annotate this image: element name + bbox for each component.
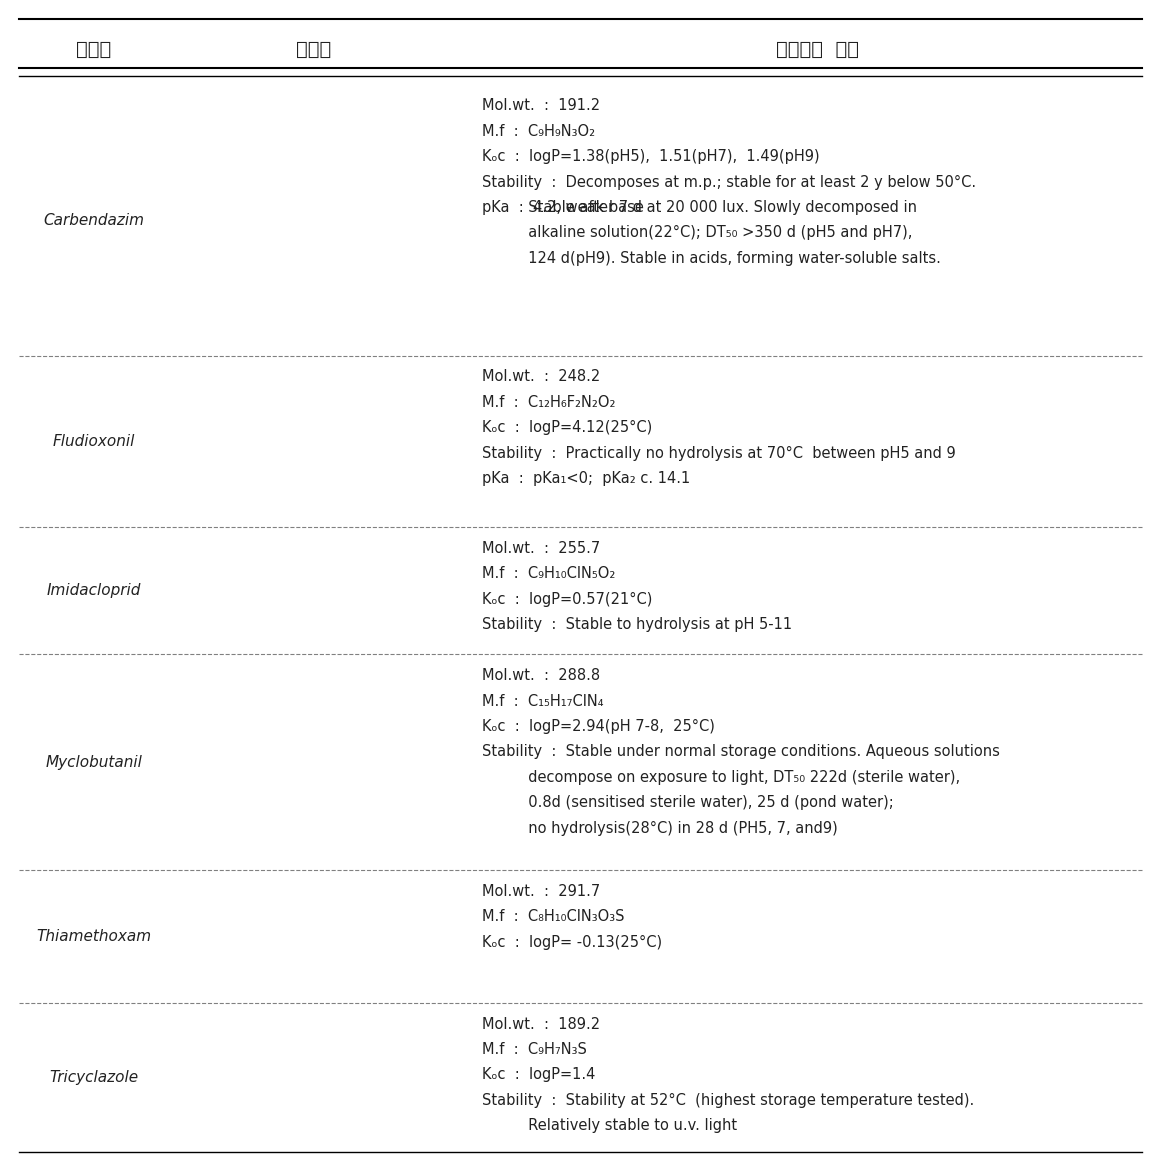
Text: Mol.wt.  :  288.8: Mol.wt. : 288.8 — [482, 668, 600, 683]
Text: 농약명: 농약명 — [77, 40, 111, 59]
Text: decompose on exposure to light, DT₅₀ 222d (sterile water),: decompose on exposure to light, DT₅₀ 222… — [482, 769, 960, 784]
Text: pKa  :  4.2, weak base: pKa : 4.2, weak base — [482, 200, 644, 215]
Text: M.f  :  C₉H₇N₃S: M.f : C₉H₇N₃S — [482, 1042, 587, 1057]
Text: Kₒᴄ  :  logP=1.4: Kₒᴄ : logP=1.4 — [482, 1068, 596, 1083]
Text: Mol.wt.  :  248.2: Mol.wt. : 248.2 — [482, 369, 600, 384]
Text: pKa  :  pKa₁<0;  pKa₂ c. 14.1: pKa : pKa₁<0; pKa₂ c. 14.1 — [482, 471, 691, 486]
Text: Mol.wt.  :  291.7: Mol.wt. : 291.7 — [482, 884, 600, 899]
Text: M.f  :  C₁₅H₁₇ClN₄: M.f : C₁₅H₁₇ClN₄ — [482, 693, 604, 708]
Text: Imidacloprid: Imidacloprid — [46, 583, 142, 598]
Text: Stability  :  Decomposes at m.p.; stable for at least 2 y below 50°C.: Stability : Decomposes at m.p.; stable f… — [482, 175, 976, 190]
Text: M.f  :  C₈H₁₀ClN₃O₃S: M.f : C₈H₁₀ClN₃O₃S — [482, 909, 625, 924]
Text: 124 d(pH9). Stable in acids, forming water-soluble salts.: 124 d(pH9). Stable in acids, forming wat… — [482, 251, 940, 266]
Text: Stability  :  Stability at 52°C  (highest storage temperature tested).: Stability : Stability at 52°C (highest s… — [482, 1093, 974, 1108]
Text: Mol.wt.  :  255.7: Mol.wt. : 255.7 — [482, 540, 600, 555]
Text: M.f  :  C₉H₉N₃O₂: M.f : C₉H₉N₃O₂ — [482, 124, 596, 139]
Text: Stability  :  Practically no hydrolysis at 70°C  between pH5 and 9: Stability : Practically no hydrolysis at… — [482, 445, 956, 460]
Text: alkaline solution(22°C); DT₅₀ >350 d (pH5 and pH7),: alkaline solution(22°C); DT₅₀ >350 d (pH… — [482, 226, 913, 241]
Text: Stable after 7 d at 20 000 lux. Slowly decomposed in: Stable after 7 d at 20 000 lux. Slowly d… — [482, 200, 917, 215]
Text: Stability  :  Stable under normal storage conditions. Aqueous solutions: Stability : Stable under normal storage … — [482, 744, 1000, 759]
Text: Kₒᴄ  :  logP= -0.13(25°C): Kₒᴄ : logP= -0.13(25°C) — [482, 935, 662, 950]
Text: Kₒᴄ  :  logP=4.12(25°C): Kₒᴄ : logP=4.12(25°C) — [482, 420, 652, 435]
Text: Stability  :  Stable to hydrolysis at pH 5-11: Stability : Stable to hydrolysis at pH 5… — [482, 617, 792, 632]
Text: Relatively stable to u.v. light: Relatively stable to u.v. light — [482, 1118, 737, 1133]
Text: Fludioxonil: Fludioxonil — [53, 434, 135, 449]
Text: Thiamethoxam: Thiamethoxam — [36, 929, 152, 944]
Text: 구조식: 구조식 — [296, 40, 332, 59]
Text: M.f  :  C₉H₁₀ClN₅O₂: M.f : C₉H₁₀ClN₅O₂ — [482, 566, 615, 581]
Text: Kₒᴄ  :  logP=0.57(21°C): Kₒᴄ : logP=0.57(21°C) — [482, 591, 652, 606]
Text: 0.8d (sensitised sterile water), 25 d (pond water);: 0.8d (sensitised sterile water), 25 d (p… — [482, 795, 894, 810]
Text: 이화학적  성질: 이화학적 성질 — [777, 40, 859, 59]
Text: Myclobutanil: Myclobutanil — [45, 754, 143, 769]
Text: Mol.wt.  :  191.2: Mol.wt. : 191.2 — [482, 98, 600, 113]
Text: Carbendazim: Carbendazim — [44, 213, 145, 228]
Text: M.f  :  C₁₂H₆F₂N₂O₂: M.f : C₁₂H₆F₂N₂O₂ — [482, 395, 615, 410]
Text: Kₒᴄ  :  logP=1.38(pH5),  1.51(pH7),  1.49(pH9): Kₒᴄ : logP=1.38(pH5), 1.51(pH7), 1.49(pH… — [482, 149, 820, 164]
Text: Mol.wt.  :  189.2: Mol.wt. : 189.2 — [482, 1017, 600, 1032]
Text: no hydrolysis(28°C) in 28 d (PH5, 7, and9): no hydrolysis(28°C) in 28 d (PH5, 7, and… — [482, 820, 838, 835]
Text: Tricyclazole: Tricyclazole — [50, 1070, 138, 1085]
Text: Kₒᴄ  :  logP=2.94(pH 7-8,  25°C): Kₒᴄ : logP=2.94(pH 7-8, 25°C) — [482, 718, 715, 734]
